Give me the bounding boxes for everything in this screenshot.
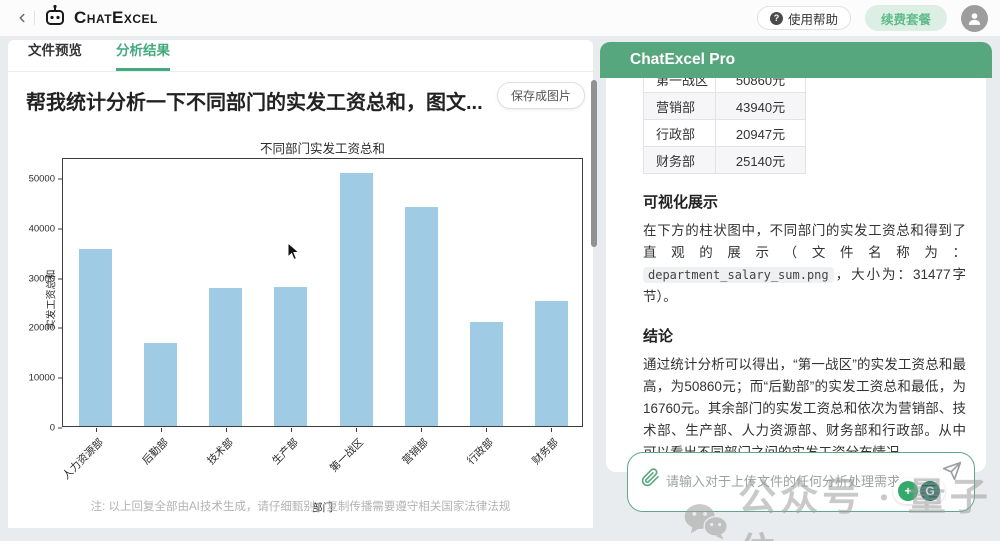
x-tick-mark bbox=[421, 428, 423, 432]
filename-chip: department_salary_sum.png bbox=[643, 267, 834, 283]
top-bar: ChatExcel ? 使用帮助 续费套餐 bbox=[0, 0, 1000, 36]
dept-cell: 营销部 bbox=[643, 92, 716, 120]
y-tick-mark bbox=[58, 278, 62, 280]
value-cell: 25140元 bbox=[715, 146, 806, 174]
bar-后勤部 bbox=[144, 342, 178, 426]
bar-财务部 bbox=[534, 300, 568, 426]
question-icon: ? bbox=[769, 11, 783, 25]
help-button[interactable]: ? 使用帮助 bbox=[756, 6, 851, 30]
value-cell: 43940元 bbox=[715, 92, 806, 120]
table-row: 营销部 43940元 bbox=[643, 92, 806, 120]
help-button-label: 使用帮助 bbox=[787, 12, 838, 27]
input-placeholder: 请输入对于上传文件的任何分析处理需求 bbox=[666, 474, 901, 489]
bar-生产部 bbox=[274, 287, 308, 426]
dept-cell: 行政部 bbox=[643, 119, 716, 147]
y-tick-mark bbox=[58, 327, 62, 329]
viz-text-after: ，大小为：31477字节）。 bbox=[643, 267, 966, 304]
salary-table: 第一战区 50860元 营销部 43940元 行政部 20947元 财务部 25140元 bbox=[643, 78, 806, 174]
dept-cell: 第一战区 bbox=[643, 78, 716, 93]
pro-header: ChatExcel Pro bbox=[600, 42, 992, 78]
bar-人力资源部 bbox=[79, 249, 113, 426]
user-avatar[interactable] bbox=[961, 4, 988, 32]
tab-analysis-result[interactable]: 分析结果 bbox=[116, 39, 170, 71]
send-icon[interactable] bbox=[942, 461, 962, 486]
renew-plan-button[interactable]: 续费套餐 bbox=[864, 5, 947, 31]
topbar-divider bbox=[34, 11, 35, 25]
y-tick-label: 50000 bbox=[28, 173, 55, 185]
bar-chart: 不同部门实发工资总和 实发工资总和 0 10000 20000 30000 40000 5… bbox=[8, 132, 593, 514]
x-tick-mark bbox=[551, 428, 553, 432]
bar-行政部 bbox=[469, 321, 503, 426]
table-row: 行政部 20947元 bbox=[643, 119, 806, 147]
value-cell: 20947元 bbox=[715, 119, 806, 147]
dept-cell: 财务部 bbox=[643, 146, 716, 174]
y-tick-label: 10000 bbox=[28, 372, 55, 384]
x-tick-mark bbox=[160, 428, 162, 432]
viz-paragraph: 在下方的柱状图中，不同部门的实发工资总和得到了直观的展示（文件名称为： depar… bbox=[643, 220, 966, 308]
brand-logo[interactable]: ChatExcel bbox=[43, 4, 158, 33]
scrollbar-thumb[interactable] bbox=[591, 80, 597, 247]
value-cell: 50860元 bbox=[715, 78, 806, 93]
y-tick-mark bbox=[58, 178, 62, 180]
plus-badge-icon[interactable]: + bbox=[898, 481, 918, 501]
chat-result-panel: ChatExcel Pro 第一战区 50860元 营销部 43940元 行政部 2094… bbox=[600, 40, 992, 528]
y-tick-mark bbox=[58, 228, 62, 230]
viz-text-before: 在下方的柱状图中，不同部门的实发工资总和得到了直观的展示（文件名称为： bbox=[643, 223, 966, 260]
y-tick-label: 0 bbox=[49, 422, 55, 434]
y-tick-label: 30000 bbox=[28, 273, 55, 285]
y-tick-mark bbox=[58, 377, 62, 379]
extension-badges: + G bbox=[893, 478, 945, 504]
table-row: 第一战区 50860元 bbox=[643, 78, 806, 93]
bar-技术部 bbox=[209, 288, 243, 426]
table-row: 财务部 25140元 bbox=[643, 146, 806, 174]
result-content: 第一战区 50860元 营销部 43940元 行政部 20947元 财务部 25140元 可视… bbox=[606, 78, 986, 472]
y-tick-label: 20000 bbox=[28, 322, 55, 334]
plot-area: 0 10000 20000 30000 40000 50000 人力资源部 后勤部 技术部 生产部… bbox=[29, 158, 583, 482]
bar-第一战区 bbox=[339, 172, 373, 426]
x-tick-mark bbox=[356, 428, 358, 432]
x-tick-mark bbox=[486, 428, 488, 432]
ai-disclaimer: 注: 以上回复全部由AI技术生成，请仔细甄别，复制传播需要遵守相关国家法律法规 bbox=[90, 501, 511, 513]
tab-file-preview[interactable]: 文件预览 bbox=[28, 43, 82, 58]
robot-icon bbox=[43, 4, 67, 33]
brand-name: ChatExcel bbox=[74, 8, 158, 27]
bar-营销部 bbox=[404, 207, 438, 426]
person-icon bbox=[968, 12, 981, 25]
g-badge-icon[interactable]: G bbox=[920, 481, 940, 501]
y-tick-mark bbox=[58, 427, 62, 429]
question-title: 帮我统计分析一下不同部门的实发工资总和，图文... bbox=[26, 92, 483, 114]
x-axis-label: 部门 bbox=[312, 502, 333, 514]
viz-heading: 可视化展示 bbox=[643, 194, 719, 211]
back-icon[interactable] bbox=[12, 8, 32, 28]
paperclip-icon[interactable] bbox=[641, 468, 660, 492]
x-tick-mark bbox=[95, 428, 97, 432]
y-tick-label: 40000 bbox=[28, 223, 55, 235]
x-tick-mark bbox=[225, 428, 227, 432]
x-tick-mark bbox=[290, 428, 292, 432]
conclusion-heading: 结论 bbox=[643, 328, 674, 345]
save-as-image-button[interactable]: 保存成图片 bbox=[496, 82, 585, 109]
chart-title: 不同部门实发工资总和 bbox=[259, 142, 385, 156]
conclusion-paragraph: 通过统计分析可以得出，“第一战区”的实发工资总和最高，为50860元；而“后勤部… bbox=[643, 357, 966, 460]
tab-bar: 文件预览 分析结果 bbox=[8, 40, 593, 72]
analysis-panel: 文件预览 分析结果 帮我统计分析一下不同部门的实发工资总和，图文... 保存成图… bbox=[8, 40, 593, 528]
